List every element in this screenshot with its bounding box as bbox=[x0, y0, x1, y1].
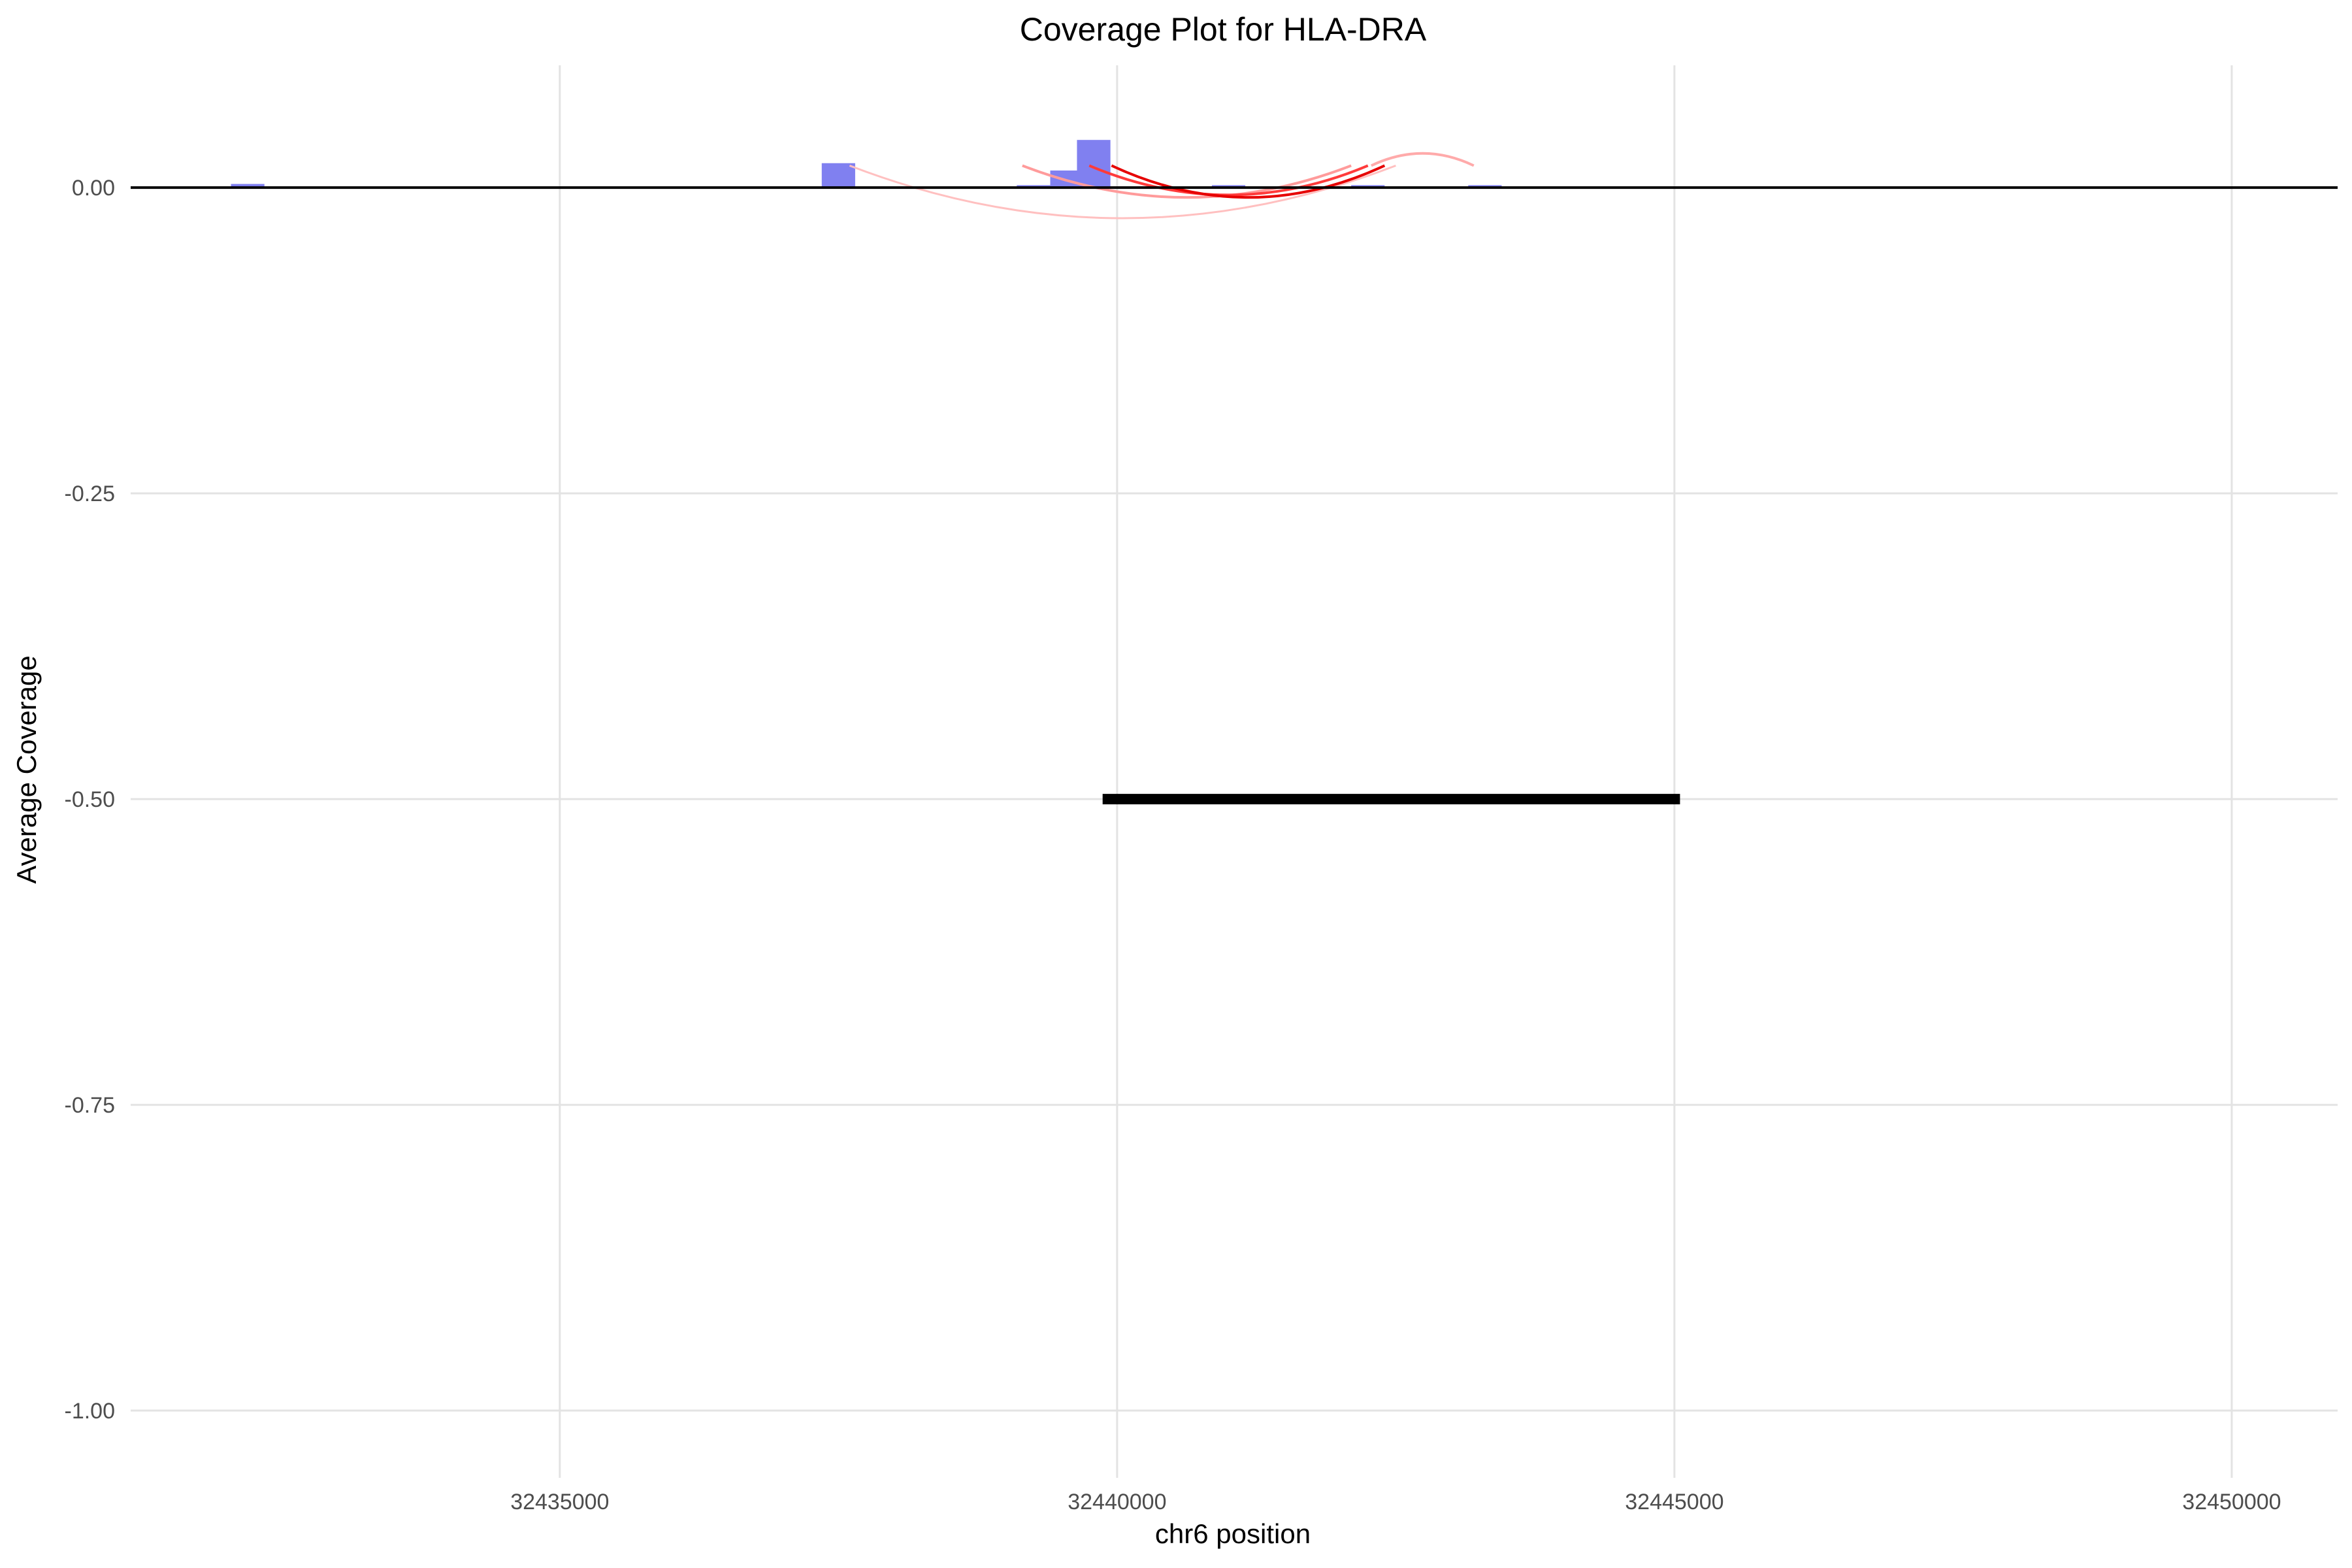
x-tick-label-2: 32445000 bbox=[1625, 1490, 1723, 1514]
link-arc-3 bbox=[1111, 164, 1386, 199]
link-arc-1 bbox=[1022, 164, 1352, 199]
x-axis-title: chr6 position bbox=[1155, 1518, 1311, 1549]
x-tick-label-3: 32450000 bbox=[2182, 1490, 2281, 1514]
coverage-bar-0 bbox=[231, 184, 265, 188]
y-tick-label-4: -1.00 bbox=[65, 1399, 116, 1424]
link-arc-2 bbox=[1088, 164, 1369, 197]
coverage-bar-4 bbox=[1077, 140, 1111, 188]
x-tick-label-0: 32435000 bbox=[510, 1490, 609, 1514]
y-tick-label-1: -0.25 bbox=[65, 482, 116, 506]
link-arcs bbox=[849, 152, 1475, 220]
y-tick-labels: 0.00 -0.25 -0.50 -0.75 -1.00 bbox=[65, 176, 116, 1424]
coverage-bar-1 bbox=[821, 163, 855, 188]
chart-title: Coverage Plot for HLA-DRA bbox=[1020, 11, 1427, 48]
y-tick-label-3: -0.75 bbox=[65, 1093, 116, 1118]
grid-lines bbox=[131, 65, 2338, 1478]
y-axis-title: Average Coverage bbox=[11, 655, 42, 883]
y-tick-label-0: 0.00 bbox=[72, 176, 115, 201]
link-arc-4 bbox=[1370, 152, 1475, 167]
y-tick-label-2: -0.50 bbox=[65, 787, 116, 812]
x-tick-labels: 32435000 32440000 32445000 32450000 bbox=[510, 1490, 2281, 1514]
link-arc-0 bbox=[849, 165, 1396, 220]
x-tick-label-1: 32440000 bbox=[1068, 1490, 1166, 1514]
